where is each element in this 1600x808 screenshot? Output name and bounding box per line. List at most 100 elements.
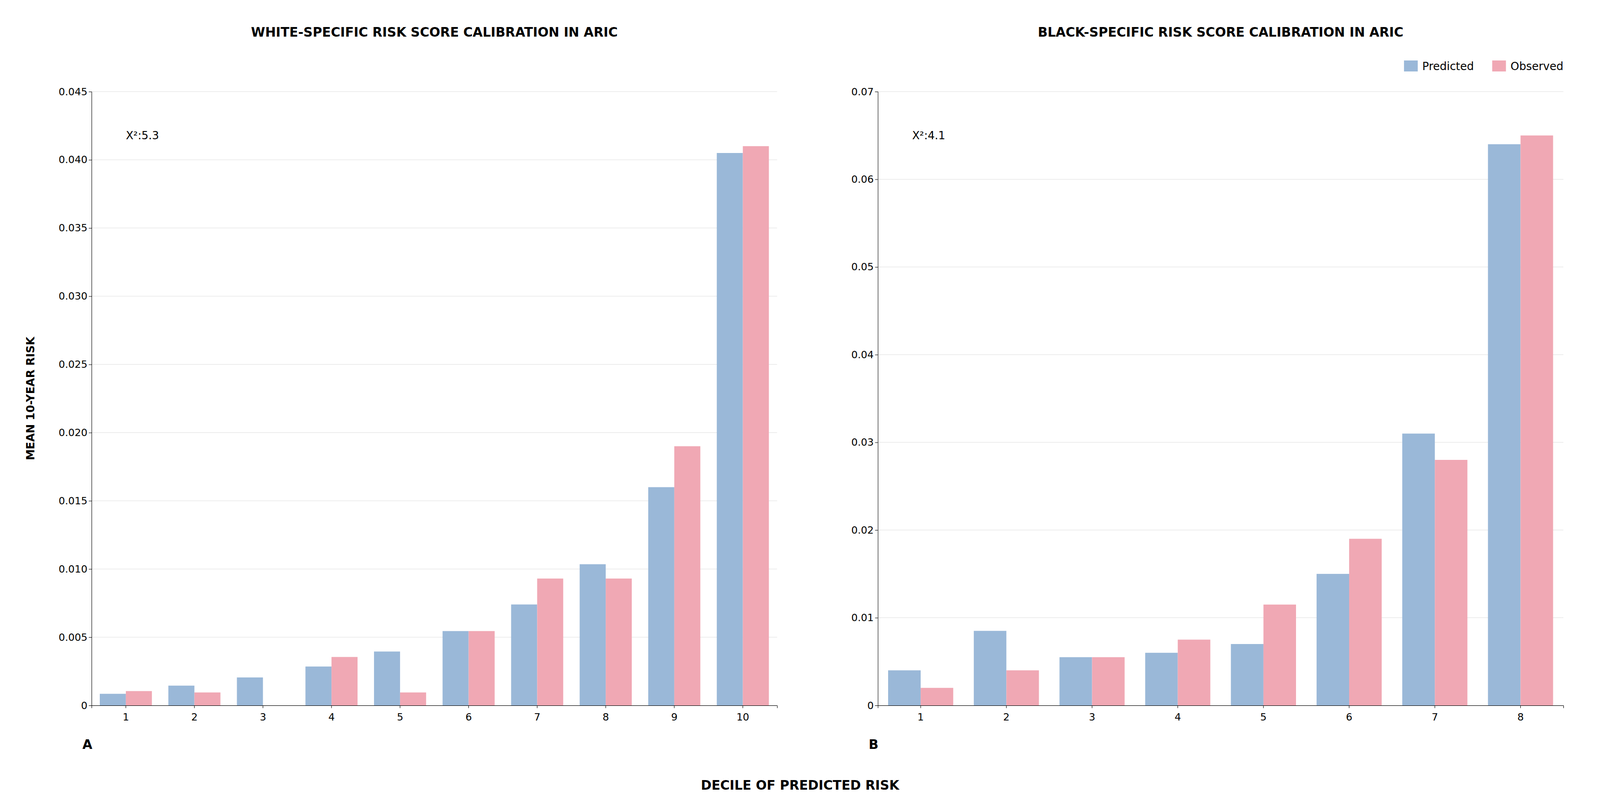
- figure: 1234567891000.0050.0100.0150.0200.0250.0…: [0, 0, 1600, 808]
- title: BLACK-SPECIFIC RISK SCORE CALIBRATION IN…: [1037, 24, 1404, 40]
- tick-mark: [88, 227, 92, 229]
- legend-swatch: [1404, 60, 1418, 72]
- bar: [648, 487, 675, 706]
- tick: 0.020: [58, 426, 92, 439]
- grid-line: [91, 363, 778, 365]
- tick-mark: [875, 266, 879, 268]
- grid-line: [91, 432, 778, 433]
- tick: 8: [1517, 705, 1524, 723]
- bar: [1177, 639, 1211, 706]
- tick-label: 0.020: [58, 426, 88, 439]
- tick-mark: [399, 705, 401, 708]
- tick: 5: [396, 705, 404, 723]
- grid: [91, 91, 778, 706]
- bar: [1006, 669, 1039, 706]
- bar: [888, 669, 921, 706]
- tick-mark: [468, 705, 469, 708]
- bar: [194, 692, 221, 706]
- tick-mark: [673, 705, 675, 708]
- tick-mark: [536, 705, 538, 708]
- tick-mark: [1177, 705, 1178, 708]
- tick: 0.02: [851, 524, 879, 536]
- tick-mark: [88, 568, 92, 570]
- bar: [1231, 643, 1264, 706]
- tick-label: 0.035: [58, 222, 88, 234]
- tick-mark: [605, 705, 607, 708]
- bar: [605, 578, 632, 706]
- grid-line: [91, 91, 778, 93]
- grid-line: [91, 295, 778, 297]
- tick-label: 0.07: [851, 86, 874, 98]
- tick-mark: [1006, 705, 1007, 708]
- tick: 1: [122, 705, 130, 723]
- tick-label: 0.015: [58, 494, 88, 507]
- bar: [1434, 459, 1468, 706]
- tick-label: 0.045: [58, 86, 88, 98]
- grid-line: [878, 178, 1564, 180]
- tick-mark: [875, 529, 879, 531]
- tick-label: 7: [1431, 710, 1438, 723]
- tick: 0: [867, 699, 879, 711]
- tick-label: 5: [1260, 710, 1267, 723]
- legend-swatch: [1492, 60, 1507, 72]
- axis-line: [88, 92, 93, 706]
- tick-label: 9: [671, 710, 678, 723]
- tick-label: 3: [1088, 710, 1096, 723]
- bar-series: [99, 152, 744, 706]
- tick-mark: [194, 705, 195, 708]
- tick: 0.030: [58, 290, 92, 302]
- tick: 6: [465, 705, 472, 723]
- y-axis: 00.010.020.030.040.050.060.07: [851, 86, 879, 711]
- tick: 8: [602, 705, 609, 723]
- tick: 0.04: [851, 348, 879, 361]
- tick: 4: [1174, 705, 1182, 723]
- tick: 3: [1088, 705, 1096, 723]
- tick-mark: [1091, 705, 1093, 708]
- tick: 0.045: [58, 86, 92, 98]
- bar-series: [920, 135, 1553, 706]
- tick: 3: [259, 705, 266, 723]
- tick-label: 4: [1174, 710, 1182, 723]
- bar: [743, 146, 770, 706]
- tick-label: 0.02: [851, 524, 874, 536]
- tick-label: 4: [328, 710, 335, 723]
- tick-mark: [875, 354, 879, 355]
- bar-series: [125, 146, 770, 706]
- y-axis: 00.0050.0100.0150.0200.0250.0300.0350.04…: [58, 86, 92, 711]
- tick-mark: [920, 705, 922, 708]
- bar-series: [888, 144, 1521, 706]
- grid-line: [91, 227, 778, 228]
- panel: 1234567800.010.020.030.040.050.060.07BLA…: [851, 24, 1564, 752]
- tick-label: 0.030: [58, 290, 88, 302]
- tick-mark: [1520, 705, 1521, 708]
- tick-mark: [1434, 705, 1436, 708]
- y-axis-title: MEAN 10-YEAR RISK: [24, 336, 38, 461]
- legend-item: Observed: [1492, 59, 1564, 73]
- tick: 6: [1345, 705, 1353, 723]
- bar: [1263, 604, 1297, 706]
- bar: [973, 630, 1007, 706]
- title: WHITE-SPECIFIC RISK SCORE CALIBRATION IN…: [250, 24, 618, 40]
- annotation: X²:5.3: [125, 129, 159, 142]
- bar: [674, 445, 701, 706]
- bar: [374, 650, 401, 706]
- tick: 7: [533, 705, 541, 723]
- panel-label: B: [868, 736, 879, 752]
- bar: [236, 677, 263, 706]
- tick-mark: [875, 91, 879, 93]
- tick: 9: [671, 705, 678, 723]
- tick-mark: [88, 364, 92, 365]
- tick-mark: [88, 500, 92, 501]
- tick-mark: [875, 442, 879, 443]
- bar: [125, 690, 152, 706]
- tick-label: 6: [1345, 710, 1353, 723]
- tick: 0.07: [851, 86, 879, 98]
- tick-label: 0.03: [851, 436, 874, 448]
- tick-label: 10: [736, 710, 750, 723]
- grid-line: [91, 159, 778, 160]
- bar: [305, 666, 332, 706]
- tick: 2: [1003, 705, 1010, 723]
- tick-label: 8: [602, 710, 609, 723]
- bar: [716, 152, 744, 706]
- bar: [1487, 144, 1521, 706]
